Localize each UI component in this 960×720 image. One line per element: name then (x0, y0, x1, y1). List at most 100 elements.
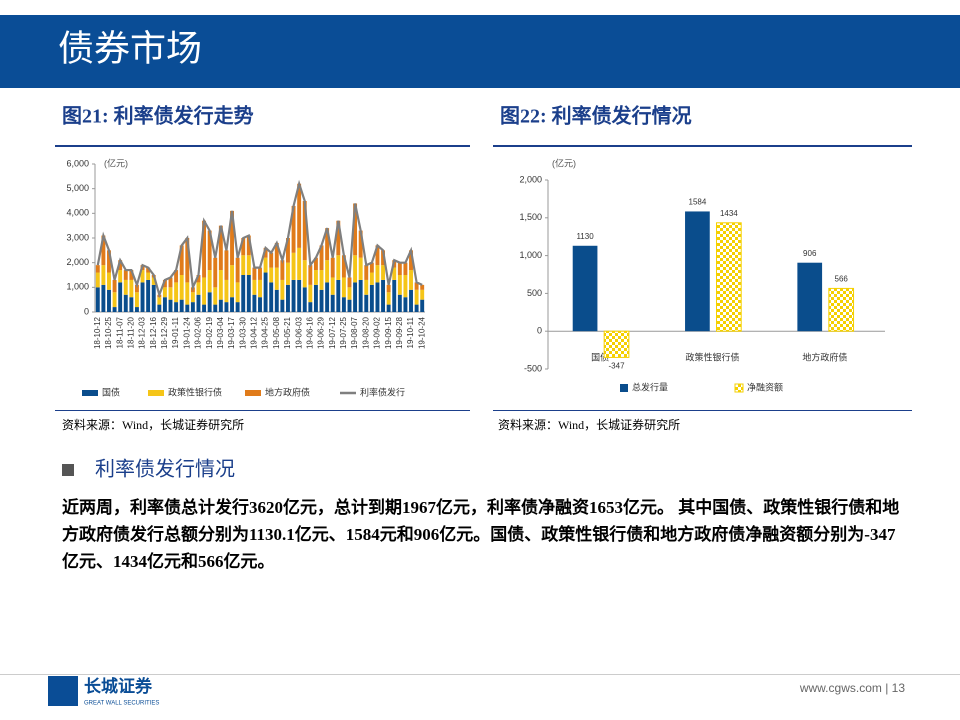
x-tick-label: 19-07-12 (328, 316, 337, 349)
x-tick-label: 19-02-06 (194, 316, 203, 349)
bar-segment (123, 279, 128, 295)
bar-segment (369, 284, 374, 312)
bar-segment (218, 225, 223, 271)
bar-segment (112, 292, 117, 308)
rule (493, 410, 912, 411)
legend-label: 净融资额 (747, 381, 783, 392)
bar-segment (190, 302, 195, 312)
bar-segment (146, 272, 151, 280)
x-tick-label: 18-12-16 (149, 316, 158, 349)
x-tick-label: 19-08-20 (361, 316, 370, 349)
bar-segment (235, 302, 240, 312)
x-tick-label: 19-05-21 (283, 316, 292, 349)
bar-segment (230, 265, 234, 298)
bar-segment (291, 205, 296, 253)
bar-segment (190, 292, 195, 303)
figure-title: 图22: 利率债发行情况 (500, 104, 692, 128)
y-tick-label: 1,500 (519, 212, 542, 222)
x-tick-label: 19-04-25 (261, 316, 270, 349)
bar-segment (95, 272, 100, 288)
bar-segment (230, 210, 234, 266)
logo-text-en: GREAT WALL SECURITIES (84, 701, 159, 707)
bar-segment (319, 289, 324, 312)
bar-segment (353, 282, 358, 312)
bar-segment (123, 270, 128, 280)
legend-swatch (734, 383, 744, 393)
bar-segment (280, 279, 285, 300)
bar-segment (308, 265, 313, 285)
bar-segment (224, 250, 229, 280)
bar-segment (185, 282, 190, 305)
bar-segment (134, 284, 139, 293)
bar-segment (392, 279, 397, 312)
logo-text: 长城证券 (84, 676, 153, 696)
bar-segment (174, 270, 179, 283)
footer-rule (0, 674, 960, 675)
bar (603, 330, 630, 358)
bar-segment (369, 272, 374, 285)
bar-segment (129, 279, 134, 298)
bar-segment (269, 267, 274, 283)
bar (828, 287, 855, 332)
y-tick-label: 4,000 (66, 208, 89, 218)
value-label: 1130 (576, 232, 594, 241)
bar-segment (420, 284, 425, 290)
bar-segment (397, 275, 402, 295)
source: 资料来源：Wind，长城证券研究所 (62, 417, 244, 432)
legend-label: 总发行量 (632, 381, 668, 392)
bar-segment (101, 284, 106, 312)
bar-segment (313, 270, 318, 285)
rule (55, 145, 470, 147)
x-tick-label: 19-09-15 (384, 316, 393, 349)
x-tick-label: 19-01-24 (182, 316, 191, 349)
bar-segment (246, 275, 251, 312)
bar (572, 245, 598, 332)
value-label: 906 (803, 249, 817, 258)
y-tick-label: 3,000 (66, 232, 89, 242)
y-tick-label: 0 (84, 306, 89, 316)
bar-segment (112, 279, 117, 293)
bar-segment (386, 304, 391, 312)
unit: (亿元) (552, 157, 576, 168)
y-tick-label: 5,000 (66, 183, 89, 193)
bar-segment (286, 262, 290, 285)
bar-segment (146, 267, 151, 273)
bar-segment (397, 294, 402, 312)
x-tick-label: 19-10-11 (406, 316, 415, 348)
x-tick-label: 19-04-12 (250, 316, 259, 349)
bar-segment (202, 220, 207, 278)
unit: (亿元) (104, 157, 128, 168)
bar-segment (224, 279, 229, 303)
bar-segment (162, 287, 167, 298)
x-tick-label: 19-03-04 (216, 316, 225, 349)
legend-label: 政策性银行债 (168, 386, 222, 397)
bar-segment (291, 252, 296, 280)
y-tick-label: 1,000 (519, 250, 542, 260)
legend-swatch (148, 390, 164, 396)
bar-segment (364, 265, 369, 280)
y-tick-label: 0 (537, 326, 542, 336)
y-tick-label: -500 (524, 363, 542, 373)
bar-segment (414, 304, 419, 312)
bar-segment (101, 235, 106, 266)
bar-segment (162, 297, 167, 312)
bar-segment (364, 279, 369, 295)
bar-segment (179, 275, 184, 300)
bar-segment (358, 279, 363, 312)
bar-segment (302, 287, 307, 312)
bar-segment (297, 279, 302, 312)
bar-segment (168, 299, 173, 312)
x-tick-label: 18-12-03 (138, 316, 147, 349)
bar-segment (258, 267, 262, 280)
footer-site: www.cgws.com | 13 (799, 681, 905, 695)
legend-label: 国债 (102, 386, 120, 397)
bar-segment (330, 257, 335, 278)
header-title: 债券市场 (58, 28, 202, 68)
bar-segment (146, 279, 151, 312)
bar-segment (134, 292, 139, 308)
x-tick-label: 19-10-24 (417, 316, 426, 349)
bar-segment (134, 307, 139, 312)
bar-segment (107, 289, 111, 312)
bar-segment (258, 279, 262, 298)
bar-segment (202, 304, 207, 312)
